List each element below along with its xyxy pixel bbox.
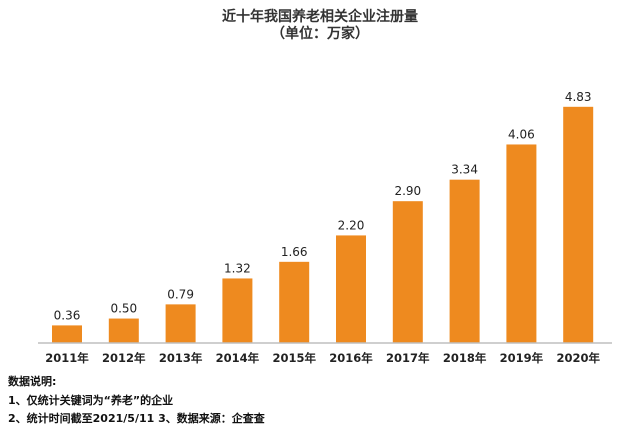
chart-title: 近十年我国养老相关企业注册量	[222, 9, 418, 25]
x-tick-label: 2011年	[45, 351, 89, 365]
data-label: 1.32	[224, 261, 251, 275]
data-label: 0.36	[54, 308, 81, 322]
bar	[108, 318, 139, 343]
bar	[52, 325, 82, 343]
data-label: 3.34	[451, 163, 478, 177]
data-label: 4.83	[565, 90, 592, 104]
notes-heading: 数据说明:	[8, 375, 57, 388]
data-label: 0.79	[167, 287, 194, 301]
x-tick-label: 2020年	[556, 351, 600, 365]
bar	[449, 179, 480, 343]
data-label: 2.20	[338, 218, 365, 232]
x-tick-label: 2019年	[500, 351, 544, 365]
x-tick-label: 2012年	[102, 351, 146, 365]
data-label: 2.90	[394, 184, 421, 198]
bar	[506, 144, 537, 343]
x-tick-label: 2014年	[216, 351, 260, 365]
x-tick-label: 2017年	[386, 351, 430, 365]
chart-subtitle: （单位：万家）	[271, 26, 369, 42]
data-label: 0.50	[110, 302, 137, 316]
x-tick-label: 2018年	[443, 351, 487, 365]
data-label: 1.66	[281, 245, 308, 259]
bar	[392, 201, 423, 343]
bar	[279, 261, 310, 343]
x-tick-label: 2013年	[159, 351, 203, 365]
bar	[336, 235, 366, 343]
bar	[165, 304, 196, 343]
bar	[563, 106, 594, 343]
data-label: 4.06	[508, 127, 535, 141]
x-tick-label: 2015年	[272, 351, 316, 365]
note-line-2: 2、统计时间截至2021/5/11 3、数据来源：企查查	[8, 412, 265, 425]
note-line-1: 1、仅统计关键词为“养老”的企业	[8, 394, 174, 407]
x-tick-label: 2016年	[329, 351, 373, 365]
bar	[222, 278, 253, 343]
